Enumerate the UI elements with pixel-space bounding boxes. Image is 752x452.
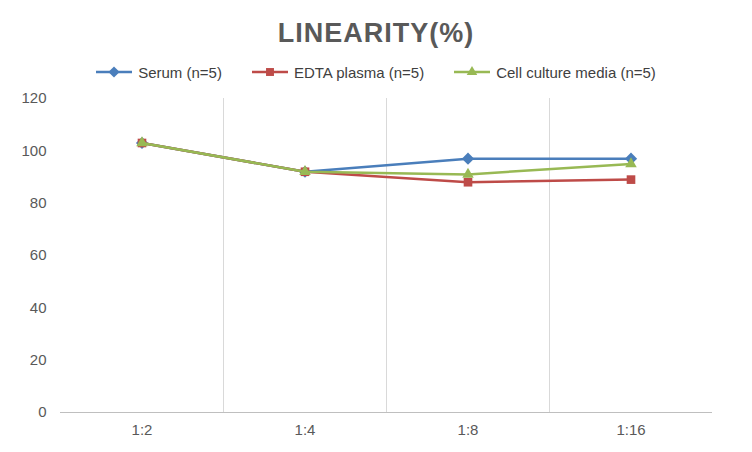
html-text:EDTA plasma (n=5): EDTA plasma (n=5) (294, 63, 425, 81)
svg-text:1:2: 1:2 (132, 421, 153, 438)
svg-text:1:8: 1:8 (458, 421, 479, 438)
svg-text:120: 120 (21, 89, 46, 106)
svg-text:1:4: 1:4 (295, 421, 316, 438)
html-text:LINEARITY(%): LINEARITY(%) (277, 18, 475, 48)
html-text:Cell culture media (n=5): Cell culture media (n=5) (496, 63, 656, 81)
svg-text:80: 80 (30, 194, 47, 211)
svg-text:60: 60 (30, 246, 47, 263)
svg-text:0: 0 (38, 403, 46, 420)
svg-text:100: 100 (21, 142, 46, 159)
svg-text:1:16: 1:16 (616, 421, 645, 438)
svg-text:20: 20 (30, 351, 47, 368)
html-text:Serum (n=5): Serum (n=5) (138, 63, 222, 81)
svg-text:40: 40 (30, 299, 47, 316)
